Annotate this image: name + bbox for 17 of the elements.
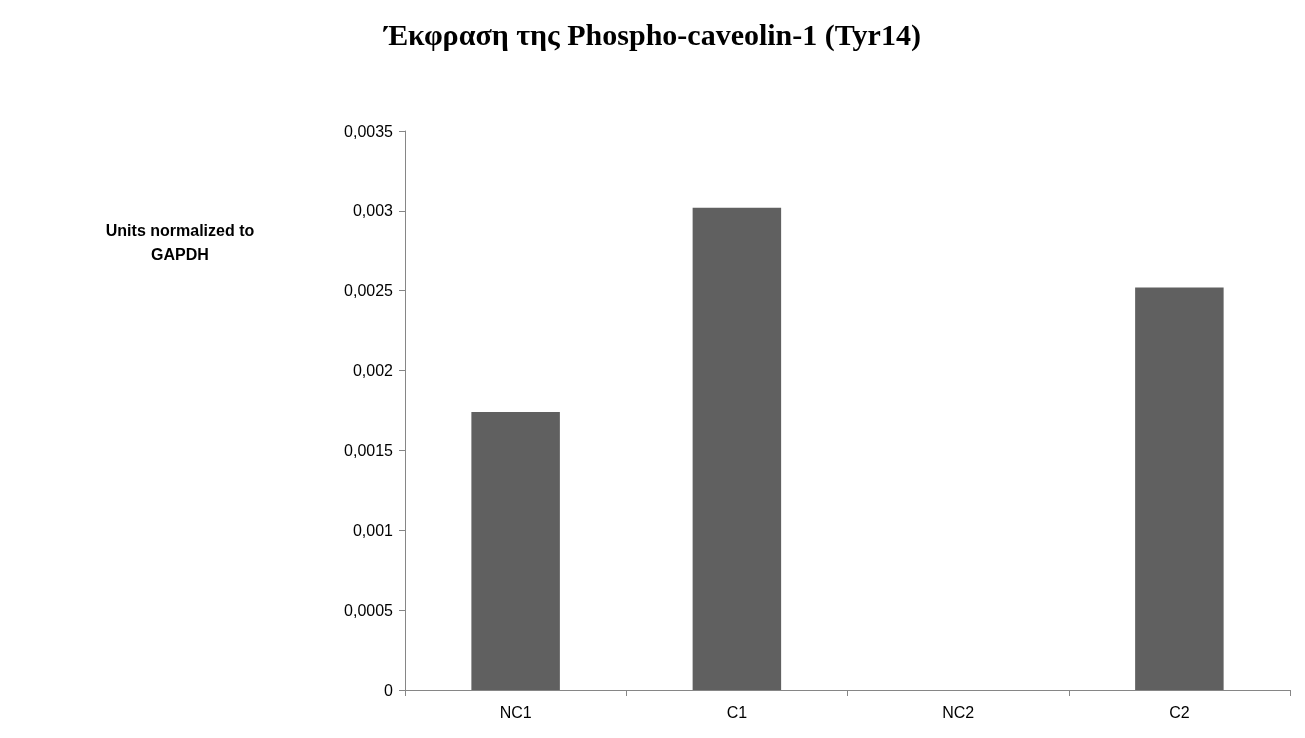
y-tick-label: 0,001 [352, 521, 394, 539]
y-tick-label: 0,0025 [344, 282, 394, 300]
y-tick-label: 0,0005 [344, 601, 394, 619]
x-tick-label: NC2 [942, 703, 975, 721]
bar [471, 412, 560, 690]
chart-title: Έκφραση της Phospho-caveolin-1 (Tyr14) [382, 17, 921, 52]
y-tick-label: 0 [384, 681, 394, 699]
x-tick-label: C1 [726, 703, 748, 721]
y-tick-label: 0,0035 [344, 122, 394, 140]
bar [1135, 287, 1224, 690]
x-tick-label: NC1 [499, 703, 532, 721]
text: Units normalized to GAPDH [105, 221, 255, 263]
y-tick-label: 0,003 [352, 202, 394, 220]
x-tick-label: C2 [1169, 703, 1190, 721]
y-tick-label: 0,0015 [344, 441, 394, 459]
y-tick-label: 0,002 [352, 362, 394, 380]
bar [692, 207, 782, 690]
